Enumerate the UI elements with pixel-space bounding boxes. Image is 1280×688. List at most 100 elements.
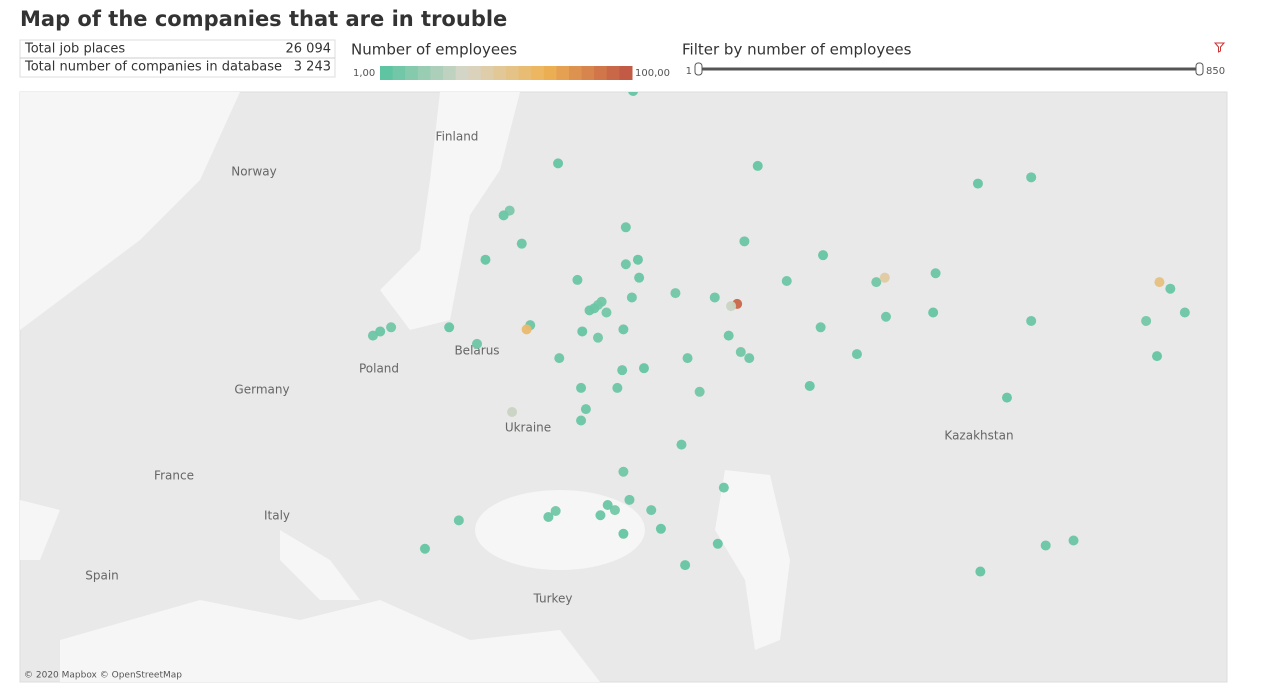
company-point bbox=[375, 326, 386, 337]
slider-handle-max[interactable] bbox=[1195, 62, 1204, 76]
company-point bbox=[638, 363, 649, 374]
company-point bbox=[726, 301, 737, 312]
legend-step bbox=[417, 66, 431, 80]
company-point bbox=[618, 324, 629, 335]
company-point bbox=[655, 523, 666, 534]
company-point bbox=[804, 380, 815, 391]
company-point bbox=[576, 415, 587, 426]
legend-step bbox=[392, 66, 406, 80]
legend-title: Number of employees bbox=[351, 41, 517, 59]
company-point bbox=[752, 160, 763, 171]
company-point bbox=[618, 528, 629, 539]
company-point bbox=[880, 311, 891, 322]
legend-step bbox=[543, 66, 557, 80]
legend-step bbox=[380, 66, 394, 80]
company-point bbox=[1165, 283, 1176, 294]
company-point bbox=[554, 353, 565, 364]
legend-gradient bbox=[380, 66, 633, 80]
company-point bbox=[694, 386, 705, 397]
company-point bbox=[1141, 315, 1152, 326]
company-point bbox=[1001, 392, 1012, 403]
legend-step bbox=[430, 66, 444, 80]
stat-label: Total number of companies in database bbox=[24, 60, 282, 75]
legend-step bbox=[468, 66, 482, 80]
company-point bbox=[709, 292, 720, 303]
legend-step bbox=[506, 66, 520, 80]
company-point bbox=[1154, 277, 1165, 288]
slider-handle-min[interactable] bbox=[694, 62, 703, 76]
stat-value: 26 094 bbox=[286, 42, 332, 57]
country-label: Germany bbox=[234, 383, 289, 397]
company-point bbox=[781, 276, 792, 287]
company-point bbox=[618, 466, 629, 477]
legend-step bbox=[405, 66, 419, 80]
company-point bbox=[498, 210, 509, 221]
company-point bbox=[624, 494, 635, 505]
company-point bbox=[516, 238, 527, 249]
title: Map of the companies that are in trouble bbox=[20, 7, 507, 31]
country-label: Belarus bbox=[454, 344, 499, 358]
company-point bbox=[596, 296, 607, 307]
company-point bbox=[367, 330, 378, 341]
country-label: Ukraine bbox=[505, 421, 551, 435]
country-label: Turkey bbox=[532, 592, 572, 606]
company-point bbox=[609, 505, 620, 516]
company-point bbox=[584, 305, 595, 316]
company-point bbox=[572, 274, 583, 285]
company-point bbox=[444, 322, 455, 333]
company-point bbox=[680, 560, 691, 571]
company-point bbox=[626, 292, 637, 303]
country-label: Finland bbox=[436, 130, 479, 144]
legend-step bbox=[569, 66, 583, 80]
company-point bbox=[634, 272, 645, 283]
country-label: France bbox=[154, 469, 194, 483]
company-point bbox=[712, 538, 723, 549]
company-point bbox=[612, 382, 623, 393]
legend-step bbox=[493, 66, 507, 80]
legend-step bbox=[581, 66, 595, 80]
company-point bbox=[1152, 351, 1163, 362]
company-point bbox=[879, 272, 890, 283]
company-point bbox=[739, 236, 750, 247]
stat-value: 3 243 bbox=[294, 60, 331, 75]
company-point bbox=[602, 499, 613, 510]
legend-step bbox=[480, 66, 494, 80]
country-label: Norway bbox=[231, 165, 277, 179]
map: Finland Norway Poland Belarus Germany Uk… bbox=[19, 91, 1228, 683]
company-point bbox=[628, 92, 638, 96]
company-point bbox=[580, 404, 591, 415]
legend-step bbox=[518, 66, 532, 80]
filter-max: 850 bbox=[1206, 66, 1225, 77]
company-point bbox=[871, 277, 882, 288]
company-point bbox=[576, 382, 587, 393]
country-label: Kazakhstan bbox=[944, 429, 1013, 443]
company-point bbox=[735, 347, 746, 358]
stats-table: Total job places 26 094 Total number of … bbox=[19, 39, 336, 78]
filter-title: Filter by number of employees bbox=[682, 41, 912, 59]
legend-step bbox=[606, 66, 620, 80]
company-point bbox=[646, 505, 657, 516]
company-point bbox=[744, 353, 755, 364]
company-point bbox=[577, 326, 588, 337]
company-point bbox=[543, 511, 554, 522]
country-label: Poland bbox=[359, 362, 399, 376]
clear-filter-icon[interactable] bbox=[1213, 42, 1226, 53]
company-point bbox=[601, 307, 612, 318]
filter-min: 1 bbox=[686, 66, 692, 77]
company-point bbox=[593, 332, 603, 343]
company-point bbox=[975, 566, 986, 577]
legend-step bbox=[455, 66, 469, 80]
company-point bbox=[682, 353, 693, 364]
country-label: Spain bbox=[85, 569, 119, 583]
company-point bbox=[620, 259, 631, 270]
legend-max: 100,00 bbox=[635, 68, 670, 79]
legend-min: 1,00 bbox=[353, 68, 375, 79]
company-point bbox=[507, 406, 518, 417]
company-point bbox=[453, 515, 464, 526]
company-point bbox=[718, 482, 729, 493]
company-point bbox=[632, 254, 643, 265]
company-point bbox=[1026, 315, 1037, 326]
company-point bbox=[815, 322, 826, 333]
legend-step bbox=[556, 66, 570, 80]
company-point bbox=[818, 250, 829, 261]
